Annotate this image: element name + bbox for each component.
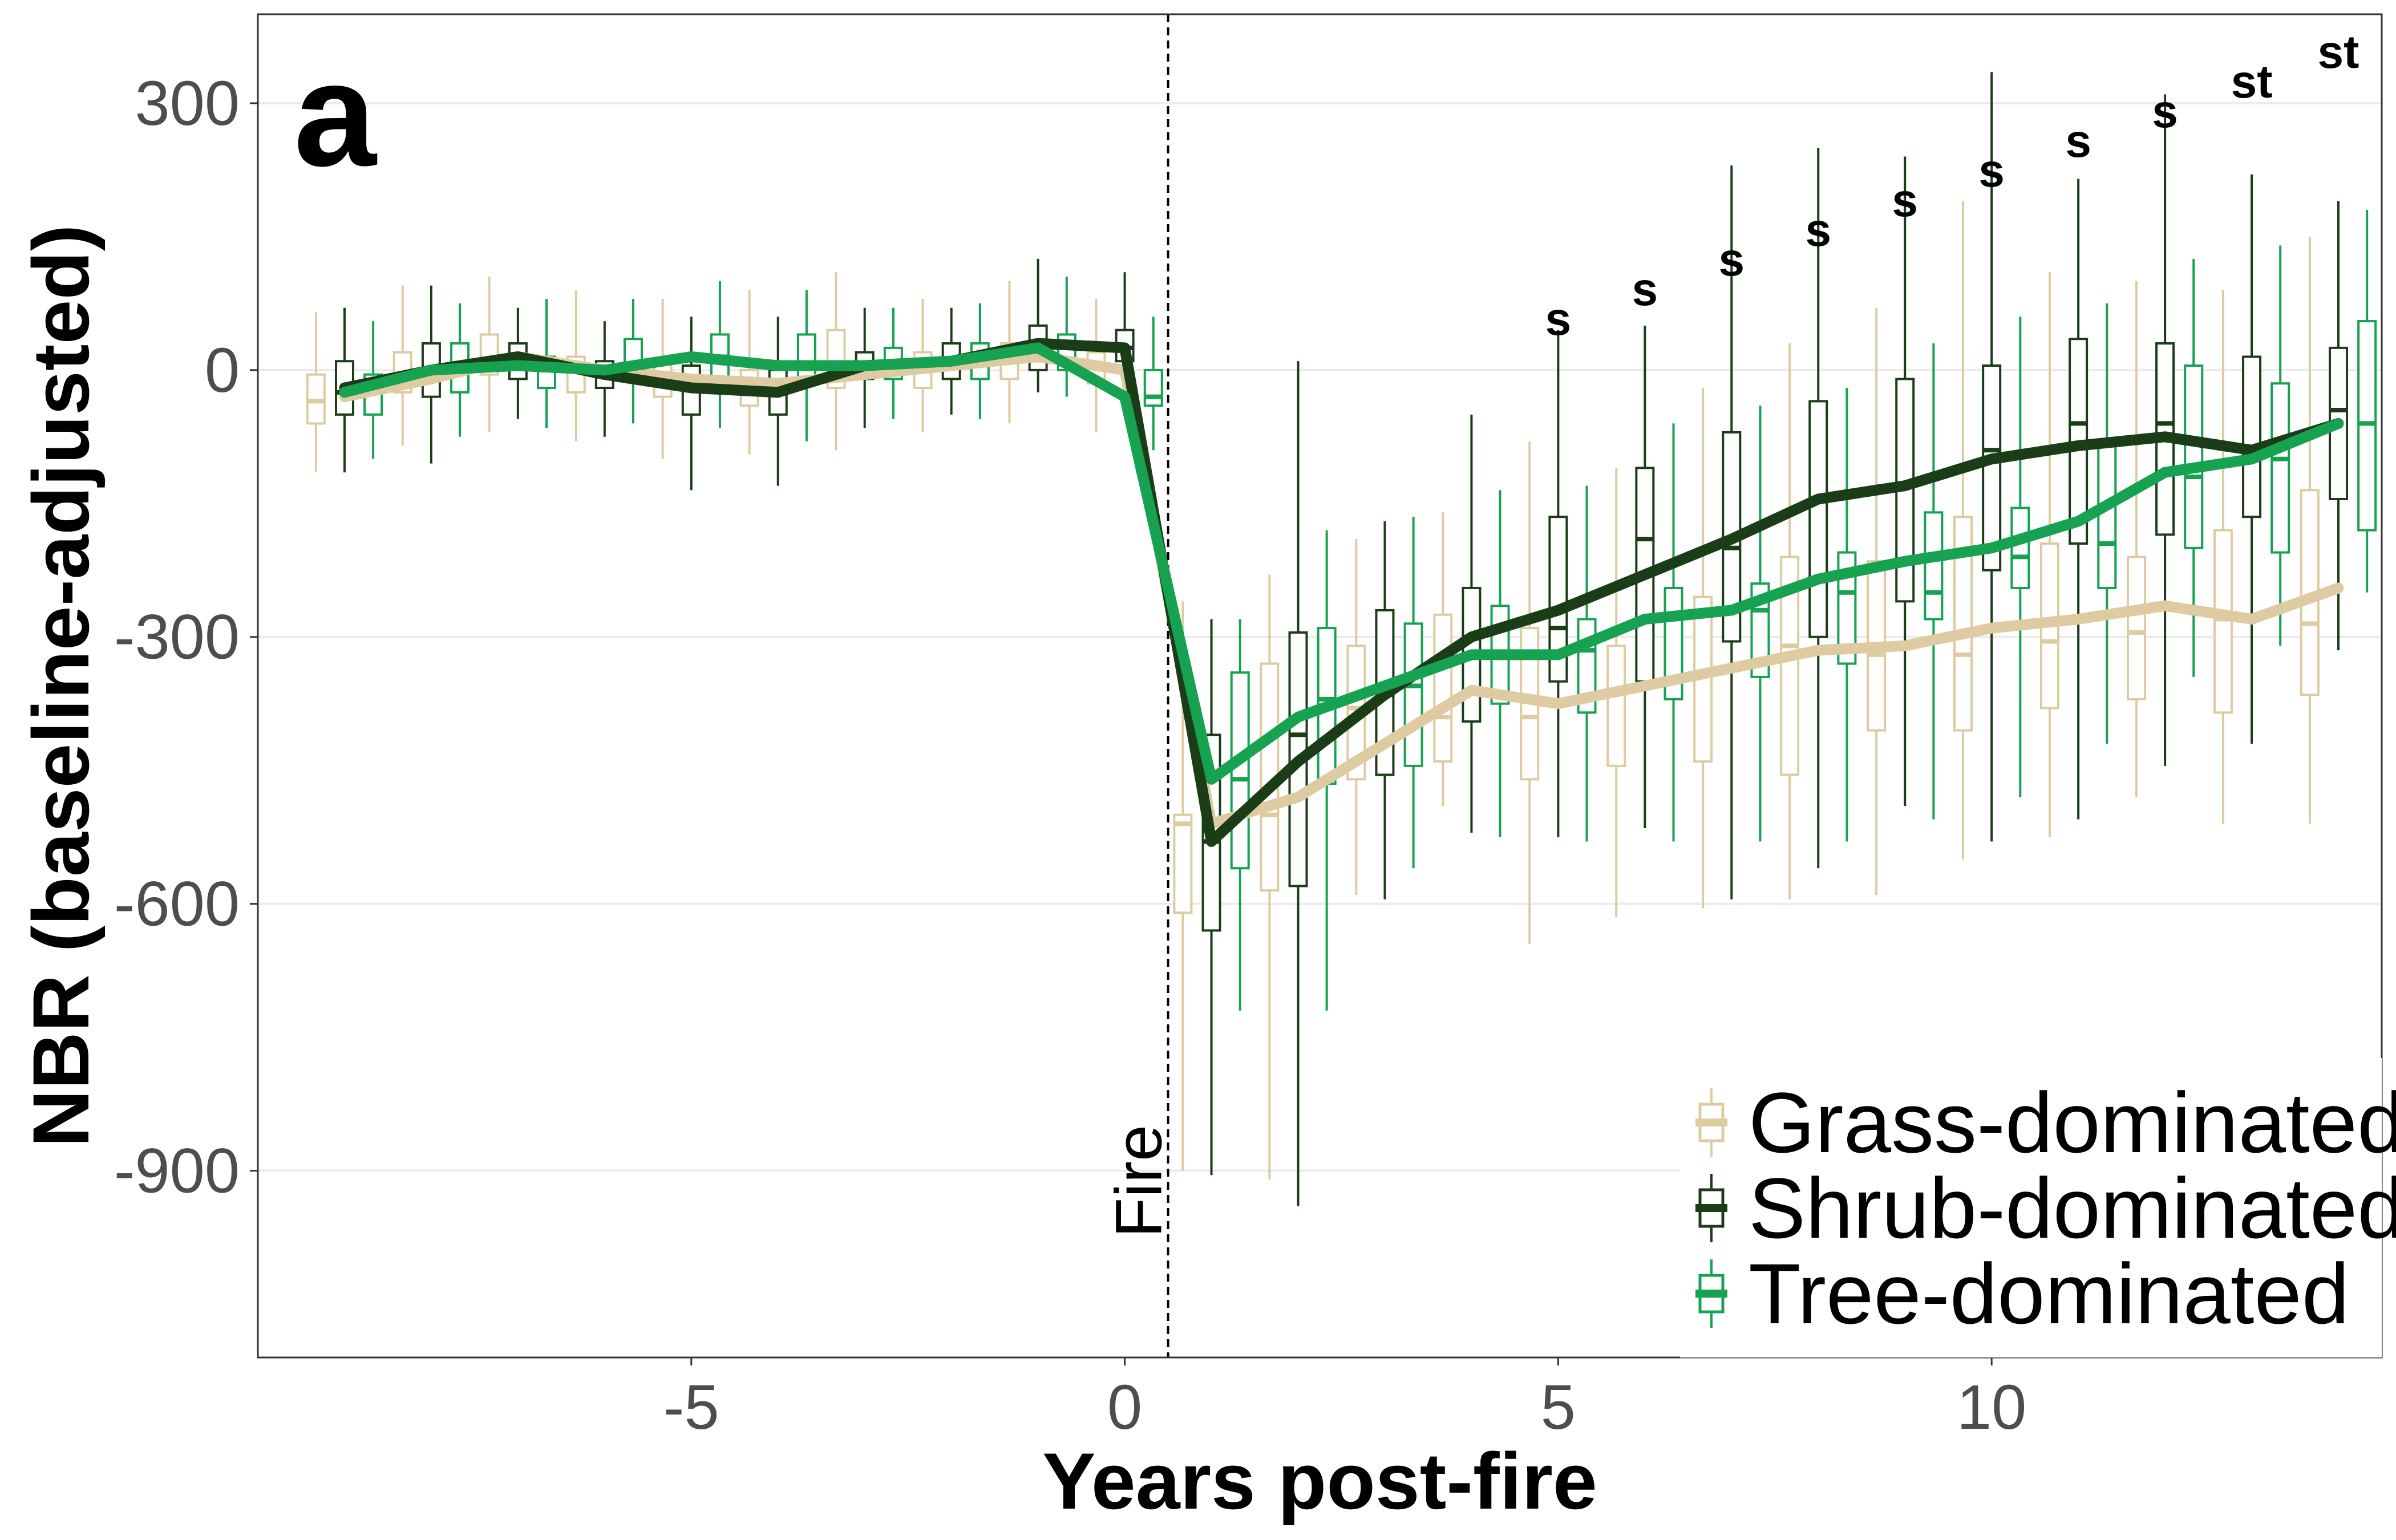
legend-label: Grass-dominated bbox=[1749, 1075, 2396, 1170]
box-body bbox=[2184, 364, 2204, 549]
y-tick-label: -300 bbox=[114, 602, 240, 672]
plot-frame bbox=[257, 13, 2383, 1359]
box-body bbox=[1433, 613, 1453, 763]
legend: Grass-dominatedShrub-dominatedTree-domin… bbox=[1680, 1058, 2396, 1357]
series-line bbox=[339, 351, 2344, 829]
x-tick-label: 0 bbox=[1107, 1372, 1142, 1442]
box-body bbox=[1982, 364, 2002, 572]
box-body bbox=[1230, 671, 1250, 870]
significance-label: s bbox=[1892, 175, 1918, 226]
box-body bbox=[2126, 556, 2146, 700]
y-tick-label: 0 bbox=[205, 335, 240, 406]
x-axis-title: Years post-fire bbox=[1042, 1436, 1597, 1526]
significance-label: s bbox=[1545, 293, 1572, 345]
x-tick-label: 10 bbox=[1957, 1372, 2026, 1442]
x-axis-ticks: -5 0 5 10 bbox=[663, 1357, 2026, 1442]
fire-marker: Fire bbox=[1103, 14, 1176, 1357]
significance-label: s bbox=[2152, 86, 2178, 137]
significance-label: st bbox=[2231, 56, 2273, 108]
significance-label: s bbox=[1632, 264, 1658, 315]
significance-label: s bbox=[1805, 204, 1831, 256]
legend-label: Tree-dominated bbox=[1749, 1246, 2349, 1342]
significance-label: st bbox=[2318, 26, 2359, 78]
significance-label: s bbox=[1719, 234, 1745, 286]
x-tick-label: -5 bbox=[663, 1372, 719, 1442]
legend-label: Shrub-dominated bbox=[1749, 1160, 2396, 1256]
box-body bbox=[2010, 506, 2030, 589]
legend-background bbox=[1680, 1058, 2382, 1357]
box-body bbox=[1403, 622, 1423, 767]
y-tick-label: 300 bbox=[135, 68, 240, 139]
box-body bbox=[2270, 382, 2290, 554]
box-body bbox=[1606, 645, 1626, 767]
median-lines bbox=[339, 338, 2344, 847]
panel-label: a bbox=[294, 32, 377, 197]
boxplots bbox=[306, 72, 2377, 1206]
significance-label: s bbox=[1978, 145, 2005, 197]
box-body bbox=[2242, 355, 2262, 518]
box-body bbox=[1143, 368, 1163, 407]
y-tick-label: -600 bbox=[114, 869, 240, 939]
box-body bbox=[796, 333, 816, 380]
series-line bbox=[339, 338, 2344, 847]
box-body bbox=[1173, 813, 1193, 914]
y-axis-ticks: 300 0 -300 -600 -900 bbox=[114, 68, 258, 1206]
box-body bbox=[1808, 400, 1828, 638]
y-axis-title: NBR (baseline-adjusted) bbox=[16, 225, 106, 1148]
significance-label: s bbox=[2065, 115, 2091, 167]
box-body bbox=[1924, 511, 1944, 621]
x-tick-label: 5 bbox=[1541, 1372, 1576, 1442]
fire-label: Fire bbox=[1103, 1125, 1176, 1238]
y-tick-label: -900 bbox=[114, 1136, 240, 1206]
series-line bbox=[339, 342, 2344, 785]
